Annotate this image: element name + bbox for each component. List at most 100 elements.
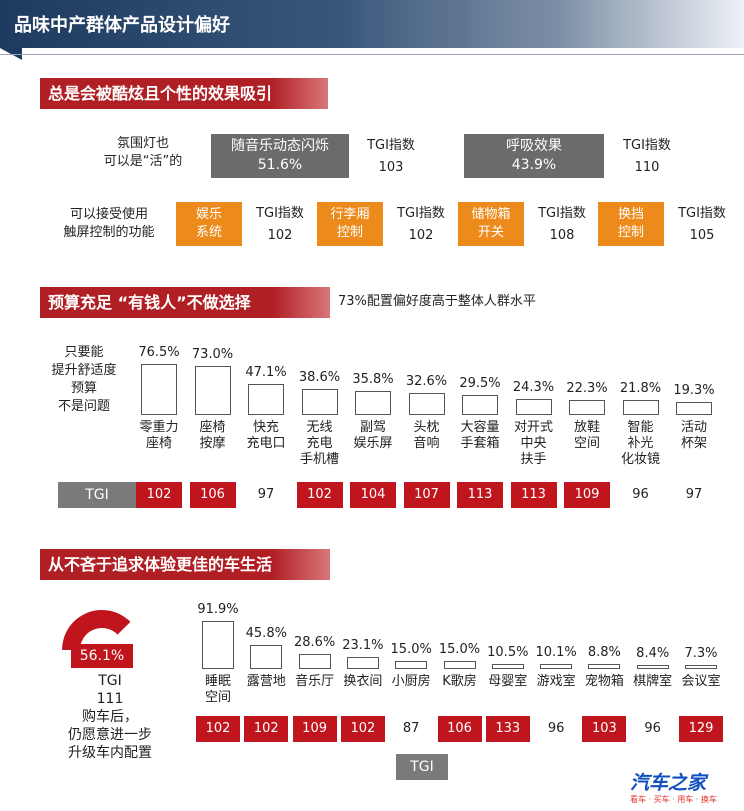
function-gear-tgi-label: TGI指数 (678, 206, 726, 221)
category-label-comfort-1: 座椅 按摩 (183, 420, 243, 452)
page-title: 品味中产群体产品设计偏好 (14, 15, 230, 36)
music-sync-box: 随音乐动态闪烁 51.6% (211, 134, 349, 178)
function-gear-line1: 换挡 (617, 207, 644, 222)
section2-side-line2: 提升舒适度 (51, 363, 117, 378)
category-label-comfort-8: 放鞋 空间 (557, 420, 617, 452)
category-line-comfort-2-0: 快充 (252, 420, 279, 435)
tgi-cell-space-5: 106 (437, 716, 482, 742)
donut-arc-upgrade-share (62, 610, 131, 650)
category-line-space-1-0: 露营地 (246, 674, 286, 689)
category-line-comfort-7-1: 中央 (520, 436, 547, 451)
section3-title: 从不吝于追求体验更佳的车生活 (40, 549, 330, 580)
touch-control-label-line2: 触屏控制的功能 (63, 225, 155, 240)
bar-comfort-1 (194, 366, 231, 415)
category-label-comfort-6: 大容量 手套箱 (450, 420, 510, 452)
value-label-space-7: 10.1% (535, 644, 577, 660)
comfort-chart-baseline (138, 415, 720, 416)
category-line-comfort-5-0: 头枕 (413, 420, 440, 435)
category-line-space-3-0: 换衣间 (343, 674, 383, 689)
donut-caption-line2: 仍愿意进一步 (68, 727, 152, 743)
category-line-comfort-3-0: 无线 (306, 420, 333, 435)
value-label-space-6: 10.5% (487, 644, 529, 660)
category-label-space-5: K歌房 (430, 674, 490, 690)
function-storage-line2: 开关 (477, 225, 504, 240)
logo-wordmark: 汽车之家 (630, 772, 707, 794)
category-line-comfort-1-1: 按摩 (199, 436, 226, 451)
music-sync-tgi-value: 103 (378, 160, 404, 175)
function-trunk-line1: 行李厢 (330, 207, 370, 222)
function-gear-line2: 控制 (617, 225, 644, 240)
category-line-space-0-0: 睡眠 (204, 674, 231, 689)
section2-side-line3: 预算 (70, 381, 97, 396)
function-entertainment-tgi-label: TGI指数 (256, 206, 304, 221)
value-label-space-4: 15.0% (390, 642, 432, 658)
tgi-cell-space-7: 96 (547, 721, 565, 736)
category-label-comfort-3: 无线 充电 手机槽 (290, 420, 350, 468)
value-label-comfort-1: 73.0% (191, 347, 234, 363)
category-line-comfort-3-2: 手机槽 (299, 452, 339, 467)
touch-control-label: 可以接受使用 触屏控制的功能 (50, 206, 168, 242)
breathing-effect-name: 呼吸效果 (506, 138, 562, 154)
value-label-space-9: 8.4% (636, 645, 670, 661)
category-line-comfort-10-1: 杯架 (680, 436, 707, 451)
bar-space-8 (588, 664, 621, 669)
bar-space-2 (298, 654, 331, 669)
bar-comfort-7 (515, 398, 552, 415)
category-line-comfort-9-1: 补光 (627, 436, 654, 451)
value-label-comfort-4: 35.8% (352, 372, 394, 388)
tgi-cell-space-1: 102 (244, 716, 289, 742)
tgi-cell-space-0: 102 (196, 716, 240, 742)
category-line-comfort-9-2: 化妆镜 (620, 452, 660, 467)
bar-space-1 (250, 645, 283, 669)
value-label-space-5: 15.0% (438, 642, 481, 658)
category-line-comfort-1-0: 座椅 (199, 420, 226, 435)
breathing-effect-box: 呼吸效果 43.9% (464, 134, 604, 178)
category-label-comfort-2: 快充 充电口 (236, 420, 296, 452)
breathing-effect-tgi-value: 110 (634, 160, 660, 175)
value-label-comfort-3: 38.6% (298, 370, 341, 386)
bar-space-7 (540, 663, 573, 669)
music-sync-value: 51.6% (257, 157, 303, 173)
category-line-comfort-5-1: 音响 (413, 436, 440, 451)
bar-space-3 (346, 656, 379, 669)
value-label-comfort-0: 76.5% (138, 345, 180, 360)
function-trunk-line2: 控制 (336, 225, 363, 240)
category-line-space-9-0: 棋牌室 (633, 674, 673, 689)
section3-tgi-label: TGI (396, 754, 448, 780)
tgi-cell-comfort-1: 106 (189, 482, 236, 508)
category-label-space-3: 换衣间 (333, 674, 393, 690)
function-entertainment-tgi-value: 102 (267, 228, 293, 243)
category-line-space-10-0: 会议室 (681, 674, 721, 689)
category-label-space-0: 睡眠 空间 (188, 674, 248, 706)
category-label-comfort-0: 零重力 座椅 (129, 420, 189, 452)
value-label-comfort-5: 32.6% (405, 374, 448, 390)
upgrade-donut-chart (62, 610, 131, 650)
breathing-effect-tgi: TGI指数 110 (614, 137, 680, 177)
category-label-comfort-9: 智能 补光 化妆镜 (611, 420, 671, 468)
logo-tagline: 看车 · 买车 · 用车 · 换车 (630, 795, 717, 804)
category-label-comfort-4: 副驾 娱乐屏 (343, 420, 403, 452)
donut-value-label: 56.1% (71, 644, 133, 668)
function-trunk-tgi-label: TGI指数 (397, 206, 445, 221)
bar-space-0 (202, 621, 234, 669)
tgi-cell-comfort-7: 113 (510, 482, 557, 508)
breathing-effect-tgi-label: TGI指数 (623, 138, 671, 153)
function-trunk-tgi: TGI指数 102 (390, 205, 452, 245)
bar-comfort-6 (462, 395, 498, 415)
donut-caption-line3: 升级车内配置 (68, 745, 152, 761)
category-line-comfort-6-0: 大容量 (460, 420, 500, 435)
category-line-comfort-0-0: 零重力 (139, 420, 179, 435)
donut-caption-line1: 购车后， (82, 709, 138, 725)
value-label-comfort-10: 19.3% (673, 383, 715, 399)
category-label-space-10: 会议室 (671, 674, 731, 690)
value-label-comfort-6: 29.5% (459, 376, 501, 392)
bar-comfort-9 (622, 400, 659, 415)
function-entertainment-tgi: TGI指数 102 (249, 205, 311, 245)
value-label-space-3: 23.1% (342, 637, 384, 653)
function-storage-tgi: TGI指数 108 (531, 205, 593, 245)
category-line-comfort-7-0: 对开式 (513, 420, 553, 435)
function-entertainment-box: 娱乐 系统 (176, 202, 242, 246)
bar-space-5 (443, 661, 476, 669)
tgi-cell-comfort-0: 102 (136, 482, 182, 508)
value-label-space-0: 91.9% (197, 602, 239, 617)
